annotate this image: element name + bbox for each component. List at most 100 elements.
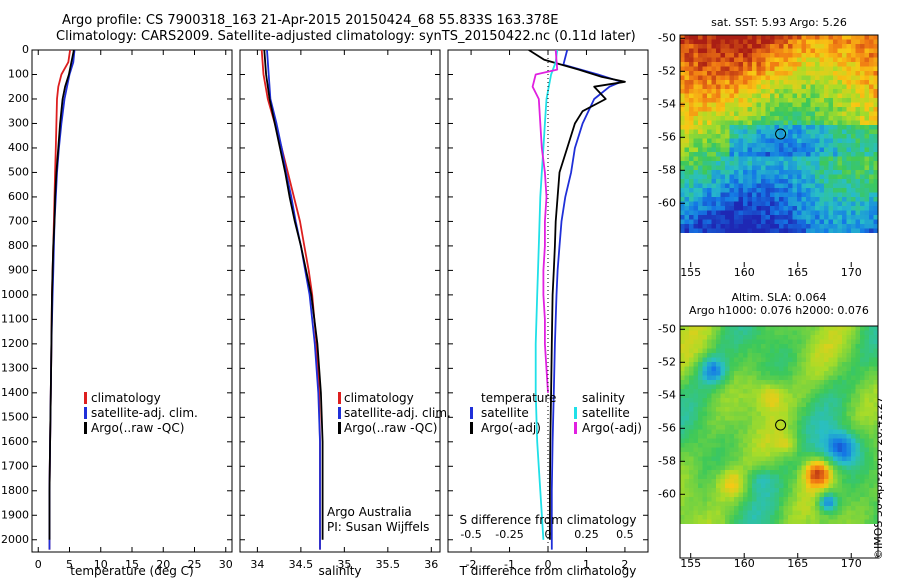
map-cell: [765, 380, 771, 386]
map-cell: [716, 75, 722, 81]
map-cell: [824, 53, 830, 59]
map-cell: [725, 362, 731, 368]
map-cell: [851, 75, 857, 81]
map-cell: [743, 48, 749, 54]
map-cell: [702, 219, 708, 225]
map-cell: [819, 447, 825, 453]
map-cell: [761, 434, 767, 440]
map-cell: [873, 501, 878, 507]
map-cell: [707, 102, 713, 108]
map-cell: [774, 66, 780, 72]
map-cell: [761, 501, 767, 507]
map-cell: [783, 344, 789, 350]
map-cell: [788, 407, 794, 413]
map-cell: [734, 438, 740, 444]
map-cell: [707, 434, 713, 440]
map-cell: [707, 407, 713, 413]
map-cell: [707, 201, 713, 207]
map-cell: [788, 483, 794, 489]
map-cell: [779, 411, 785, 417]
map-cell: [873, 143, 878, 149]
map-cell: [738, 506, 744, 512]
map-cell: [752, 519, 758, 524]
map-cell: [828, 156, 834, 162]
map-cell: [770, 138, 776, 144]
map-cell: [729, 434, 735, 440]
map-cell: [792, 519, 798, 524]
map-cell: [788, 66, 794, 72]
map-cell: [864, 492, 870, 498]
map-cell: [783, 447, 789, 453]
map-cell: [684, 425, 690, 431]
map-cell: [824, 39, 830, 45]
map-cell: [765, 143, 771, 149]
map-cell: [738, 371, 744, 377]
map-cell: [774, 474, 780, 480]
map-cell: [689, 206, 695, 212]
map-cell: [810, 165, 816, 171]
map-cell: [842, 326, 848, 332]
map-cell: [855, 380, 861, 386]
map-cell: [869, 138, 875, 144]
map-cell: [864, 174, 870, 180]
map-cell: [783, 416, 789, 422]
map-cell: [752, 330, 758, 336]
map-cell: [842, 483, 848, 489]
map-cell: [774, 416, 780, 422]
map-cell: [716, 474, 722, 480]
map-cell: [833, 407, 839, 413]
map-x-tick-label: 155: [680, 266, 701, 279]
map-cell: [693, 39, 699, 45]
map-y-tick-label: -56: [658, 130, 676, 143]
map-cell: [783, 339, 789, 345]
map-cell: [824, 107, 830, 113]
map-cell: [810, 161, 816, 167]
map-cell: [842, 219, 848, 225]
map-cell: [693, 510, 699, 516]
map-cell: [833, 429, 839, 435]
map-cell: [833, 219, 839, 225]
map-cell: [855, 75, 861, 81]
map-cell: [833, 474, 839, 480]
map-cell: [860, 389, 866, 395]
map-cell: [833, 116, 839, 122]
s-tick-label: -0.25: [495, 528, 523, 541]
map-cell: [842, 506, 848, 512]
map-cell: [684, 129, 690, 135]
map-cell: [716, 93, 722, 99]
map-cell: [837, 188, 843, 194]
map-cell: [752, 492, 758, 498]
map-cell: [806, 66, 812, 72]
map-cell: [761, 228, 767, 233]
map-cell: [851, 438, 857, 444]
map-cell: [707, 138, 713, 144]
map-cell: [738, 111, 744, 117]
map-cell: [716, 353, 722, 359]
map-cell: [738, 66, 744, 72]
map-cell: [855, 89, 861, 95]
map-cell: [747, 219, 753, 225]
map-cell: [819, 174, 825, 180]
map-cell: [806, 407, 812, 413]
map-cell: [806, 384, 812, 390]
map-cell: [729, 120, 735, 126]
map-cell: [729, 380, 735, 386]
map-cell: [864, 44, 870, 50]
map-cell: [738, 35, 744, 41]
map-cell: [797, 380, 803, 386]
map-cell: [797, 483, 803, 489]
map-cell: [783, 62, 789, 68]
map-cell: [734, 344, 740, 350]
map-cell: [792, 210, 798, 216]
map-cell: [743, 71, 749, 77]
map-cell: [842, 170, 848, 176]
map-cell: [684, 138, 690, 144]
map-cell: [770, 510, 776, 516]
map-cell: [828, 98, 834, 104]
map-cell: [734, 488, 740, 494]
map-cell: [837, 519, 843, 524]
map-cell: [869, 389, 875, 395]
map-cell: [797, 501, 803, 507]
map-cell: [680, 35, 686, 41]
map-cell: [693, 62, 699, 68]
